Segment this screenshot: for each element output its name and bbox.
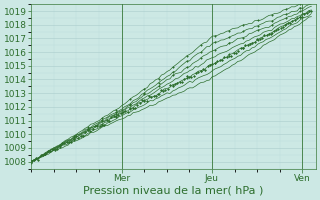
X-axis label: Pression niveau de la mer( hPa ): Pression niveau de la mer( hPa ) bbox=[84, 186, 264, 196]
